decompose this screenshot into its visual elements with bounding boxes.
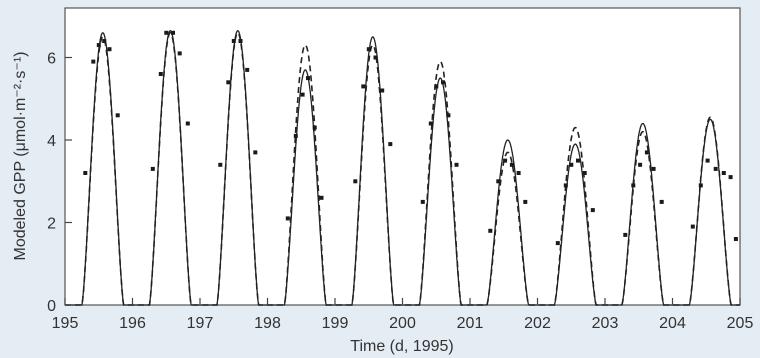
data-point xyxy=(516,171,521,175)
x-tick-label: 200 xyxy=(389,315,416,332)
data-point xyxy=(638,162,643,167)
data-point xyxy=(107,47,112,52)
data-point xyxy=(285,216,290,221)
data-point xyxy=(253,150,258,155)
data-point xyxy=(582,171,587,175)
points-layer xyxy=(83,30,738,246)
data-point xyxy=(698,183,703,188)
data-point xyxy=(319,195,324,200)
data-point xyxy=(185,121,190,126)
data-point xyxy=(503,158,508,163)
data-point xyxy=(218,162,223,167)
x-tick-label: 205 xyxy=(727,315,754,332)
data-point xyxy=(91,59,96,64)
y-tick-label: 0 xyxy=(47,298,56,315)
data-point xyxy=(150,166,155,171)
data-point xyxy=(569,162,574,167)
data-point xyxy=(158,72,163,76)
data-point xyxy=(576,158,580,163)
data-point xyxy=(488,228,493,233)
data-point xyxy=(555,241,560,246)
x-axis-label: Time (d, 1995) xyxy=(350,338,453,355)
y-tick-label: 6 xyxy=(47,51,56,68)
x-tick-label: 201 xyxy=(457,315,484,332)
data-point xyxy=(713,166,718,171)
data-point xyxy=(428,121,433,126)
axes-layer: 195 196 197 198 199 200 201 202 203 204 205 0 2 4 6 xyxy=(47,51,753,333)
data-point xyxy=(373,55,378,60)
data-point xyxy=(454,162,459,167)
data-point xyxy=(231,39,236,43)
data-point xyxy=(644,150,649,155)
data-point xyxy=(226,80,231,85)
data-point xyxy=(728,175,733,180)
data-point xyxy=(705,158,710,163)
x-tick-label: 197 xyxy=(187,315,214,332)
data-point xyxy=(623,232,628,237)
data-point xyxy=(651,166,656,171)
x-tick-label: 198 xyxy=(254,315,281,332)
y-tick-label: 4 xyxy=(47,133,56,150)
data-point xyxy=(96,43,101,48)
data-point xyxy=(238,39,243,43)
data-point xyxy=(115,113,120,118)
y-tick-label: 2 xyxy=(47,216,56,233)
data-point xyxy=(509,162,514,167)
data-point xyxy=(690,224,695,229)
data-point xyxy=(563,183,568,188)
data-point xyxy=(102,39,107,43)
data-point xyxy=(293,133,298,138)
data-point xyxy=(523,199,528,204)
data-point xyxy=(312,125,317,130)
x-tick-label: 204 xyxy=(659,315,686,332)
data-point xyxy=(446,113,451,118)
data-point xyxy=(83,171,88,175)
data-point xyxy=(496,179,501,184)
y-axis-label: Modeled GPP (μmol·m⁻²·s⁻¹) xyxy=(12,52,29,261)
data-point xyxy=(171,30,175,35)
data-point xyxy=(366,47,371,52)
data-point xyxy=(388,142,393,147)
data-point xyxy=(434,84,439,89)
data-point xyxy=(420,199,425,204)
data-point xyxy=(659,199,664,204)
data-point xyxy=(164,30,169,35)
data-point xyxy=(631,183,636,188)
x-tick-label: 202 xyxy=(524,315,551,332)
data-point xyxy=(245,67,250,72)
x-tick-label: 199 xyxy=(322,315,349,332)
x-tick-label: 203 xyxy=(592,315,619,332)
data-point xyxy=(721,171,726,175)
data-point xyxy=(441,80,445,85)
x-tick-label: 195 xyxy=(52,315,79,332)
data-point xyxy=(306,76,310,81)
data-point xyxy=(353,179,358,184)
data-point xyxy=(733,237,738,241)
data-point xyxy=(590,208,595,213)
data-point xyxy=(300,92,305,97)
data-point xyxy=(380,88,385,93)
data-point xyxy=(361,84,366,89)
data-point xyxy=(177,51,182,56)
x-tick-label: 196 xyxy=(119,315,146,332)
